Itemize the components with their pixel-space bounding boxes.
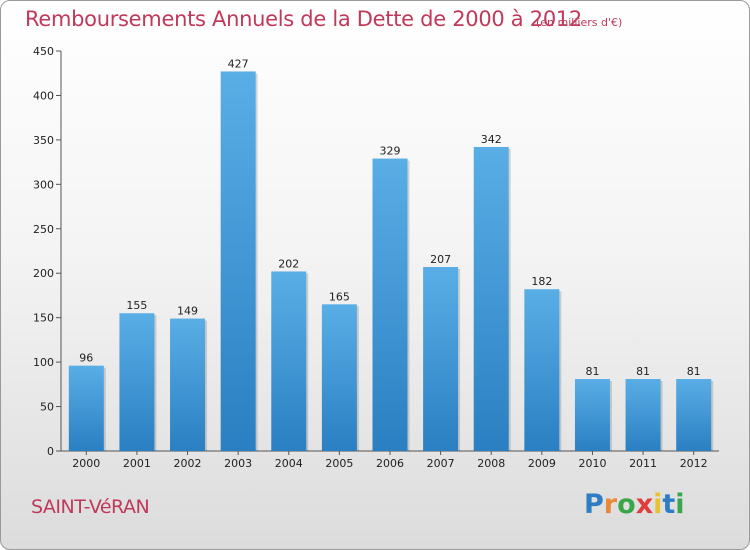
- logo-letter: i: [675, 489, 685, 520]
- y-tick-label: 150: [33, 312, 54, 325]
- x-tick-label: 2008: [477, 457, 505, 470]
- proxiti-logo[interactable]: Proxiti: [584, 489, 685, 520]
- y-tick-label: 250: [33, 223, 54, 236]
- y-tick-label: 350: [33, 134, 54, 147]
- data-label: 342: [481, 133, 502, 146]
- y-tick-label: 400: [33, 89, 54, 102]
- bar-2005: [321, 304, 357, 451]
- bar-2012: [676, 379, 712, 451]
- bar-2003: [220, 71, 256, 451]
- x-tick-label: 2007: [427, 457, 455, 470]
- bar-2008: [473, 147, 509, 451]
- x-tick-label: 2005: [325, 457, 353, 470]
- y-tick-label: 200: [33, 267, 54, 280]
- logo-letter: i: [653, 489, 663, 520]
- data-label: 182: [531, 275, 552, 288]
- data-label: 149: [177, 305, 198, 318]
- y-tick-label: 450: [33, 45, 54, 58]
- logo-letter: P: [584, 489, 604, 520]
- y-tick-label: 100: [33, 356, 54, 369]
- y-tick-label: 300: [33, 178, 54, 191]
- x-tick-label: 2001: [123, 457, 151, 470]
- x-tick-label: 2009: [528, 457, 556, 470]
- data-label: 155: [126, 299, 147, 312]
- x-tick-label: 2000: [72, 457, 100, 470]
- bar-2002: [170, 318, 206, 451]
- data-label: 427: [228, 57, 249, 70]
- y-tick-label: 50: [40, 401, 54, 414]
- logo-letter: x: [635, 489, 654, 520]
- logo-letter: r: [603, 489, 618, 520]
- bar-2011: [625, 379, 661, 451]
- data-label: 165: [329, 290, 350, 303]
- data-label: 207: [430, 253, 451, 266]
- bar-2007: [423, 267, 459, 451]
- x-tick-label: 2010: [578, 457, 606, 470]
- x-tick-label: 2012: [680, 457, 708, 470]
- data-label: 81: [585, 365, 599, 378]
- x-tick-label: 2004: [275, 457, 303, 470]
- x-tick-label: 2011: [629, 457, 657, 470]
- data-label: 81: [636, 365, 650, 378]
- bar-2006: [372, 158, 408, 452]
- chart-subtitle: (en milliers d'€): [536, 16, 623, 29]
- data-label: 81: [687, 365, 701, 378]
- data-label: 96: [79, 352, 93, 365]
- y-tick-label: 0: [47, 445, 54, 458]
- bar-2001: [119, 313, 155, 451]
- bar-2009: [524, 289, 560, 451]
- data-label: 329: [380, 145, 401, 158]
- data-label: 202: [278, 257, 299, 270]
- logo-letter: t: [662, 489, 676, 520]
- x-tick-label: 2002: [174, 457, 202, 470]
- x-tick-label: 2003: [224, 457, 252, 470]
- bar-2010: [574, 379, 610, 451]
- bar-2000: [68, 365, 104, 451]
- logo-letter: o: [617, 489, 636, 520]
- commune-name: SAINT-VéRAN: [31, 496, 150, 518]
- chart-title: Remboursements Annuels de la Dette de 20…: [25, 7, 582, 31]
- x-tick-label: 2006: [376, 457, 404, 470]
- bar-2004: [271, 271, 307, 451]
